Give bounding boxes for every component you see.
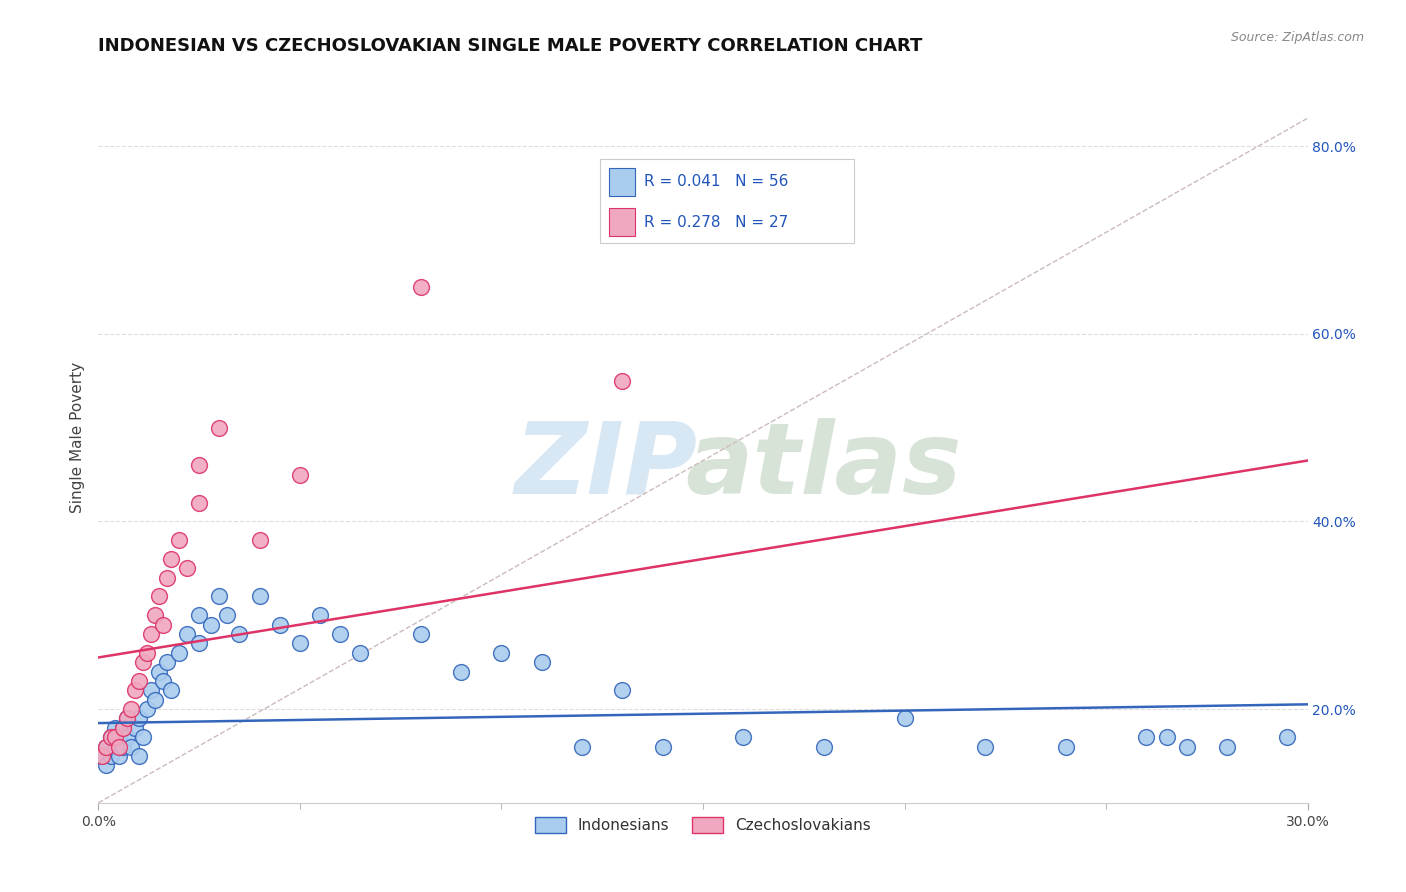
Text: R = 0.041   N = 56: R = 0.041 N = 56: [644, 174, 789, 189]
Point: [349, 646, 371, 660]
Point: [269, 617, 291, 632]
Point: [128, 748, 150, 763]
Text: INDONESIAN VS CZECHOSLOVAKIAN SINGLE MALE POVERTY CORRELATION CHART: INDONESIAN VS CZECHOSLOVAKIAN SINGLE MAL…: [98, 37, 922, 54]
Point: [115, 711, 138, 725]
Y-axis label: Single Male Poverty: Single Male Poverty: [69, 361, 84, 513]
Point: [1135, 730, 1157, 744]
Text: R = 0.278   N = 27: R = 0.278 N = 27: [644, 215, 787, 230]
Point: [111, 721, 134, 735]
Point: [188, 636, 211, 650]
Point: [450, 665, 472, 679]
Point: [813, 739, 835, 754]
Text: atlas: atlas: [686, 417, 962, 515]
Point: [530, 655, 553, 669]
Point: [91, 748, 114, 763]
Point: [208, 590, 231, 604]
Point: [135, 702, 157, 716]
Point: [188, 458, 211, 473]
Text: Source: ZipAtlas.com: Source: ZipAtlas.com: [1230, 31, 1364, 45]
Point: [176, 561, 198, 575]
Point: [893, 711, 915, 725]
Point: [143, 608, 166, 623]
Point: [188, 496, 211, 510]
Point: [409, 280, 432, 294]
Point: [217, 608, 239, 623]
Point: [115, 711, 138, 725]
Point: [167, 533, 190, 548]
Text: ZIP: ZIP: [515, 417, 697, 515]
Bar: [609, 208, 636, 235]
Point: [1216, 739, 1239, 754]
Point: [612, 374, 634, 388]
Point: [156, 655, 179, 669]
Point: [100, 748, 122, 763]
Point: [288, 467, 311, 482]
Point: [329, 627, 352, 641]
Point: [103, 739, 125, 754]
Point: [135, 646, 157, 660]
Point: [143, 692, 166, 706]
Point: [111, 721, 134, 735]
Legend: Indonesians, Czechoslovakians: Indonesians, Czechoslovakians: [529, 811, 877, 839]
Point: [96, 758, 118, 772]
Point: [107, 739, 129, 754]
Point: [409, 627, 432, 641]
Point: [160, 552, 183, 566]
Bar: [609, 168, 636, 195]
Point: [107, 730, 129, 744]
Point: [152, 617, 174, 632]
Point: [651, 739, 673, 754]
Point: [148, 590, 170, 604]
Point: [156, 571, 179, 585]
Point: [128, 673, 150, 688]
Point: [128, 711, 150, 725]
Point: [571, 739, 593, 754]
Point: [100, 730, 122, 744]
Point: [103, 721, 125, 735]
Point: [491, 646, 513, 660]
Point: [111, 739, 134, 754]
Point: [167, 646, 190, 660]
Point: [96, 739, 118, 754]
Point: [124, 721, 146, 735]
Point: [139, 683, 162, 698]
Point: [249, 533, 271, 548]
Point: [132, 730, 155, 744]
Point: [1175, 739, 1198, 754]
Point: [132, 655, 155, 669]
Point: [288, 636, 311, 650]
Point: [148, 665, 170, 679]
Point: [120, 702, 142, 716]
Point: [176, 627, 198, 641]
Point: [120, 739, 142, 754]
FancyBboxPatch shape: [600, 159, 855, 244]
Point: [309, 608, 332, 623]
Point: [612, 683, 634, 698]
Point: [733, 730, 755, 744]
Point: [100, 730, 122, 744]
Point: [107, 748, 129, 763]
Point: [1156, 730, 1178, 744]
Point: [188, 608, 211, 623]
Point: [974, 739, 997, 754]
Point: [152, 673, 174, 688]
Point: [139, 627, 162, 641]
Point: [160, 683, 183, 698]
Point: [91, 748, 114, 763]
Point: [103, 730, 125, 744]
Point: [228, 627, 250, 641]
Point: [124, 683, 146, 698]
Point: [96, 739, 118, 754]
Point: [208, 420, 231, 434]
Point: [249, 590, 271, 604]
Point: [1054, 739, 1077, 754]
Point: [200, 617, 222, 632]
Point: [115, 730, 138, 744]
Point: [1277, 730, 1299, 744]
